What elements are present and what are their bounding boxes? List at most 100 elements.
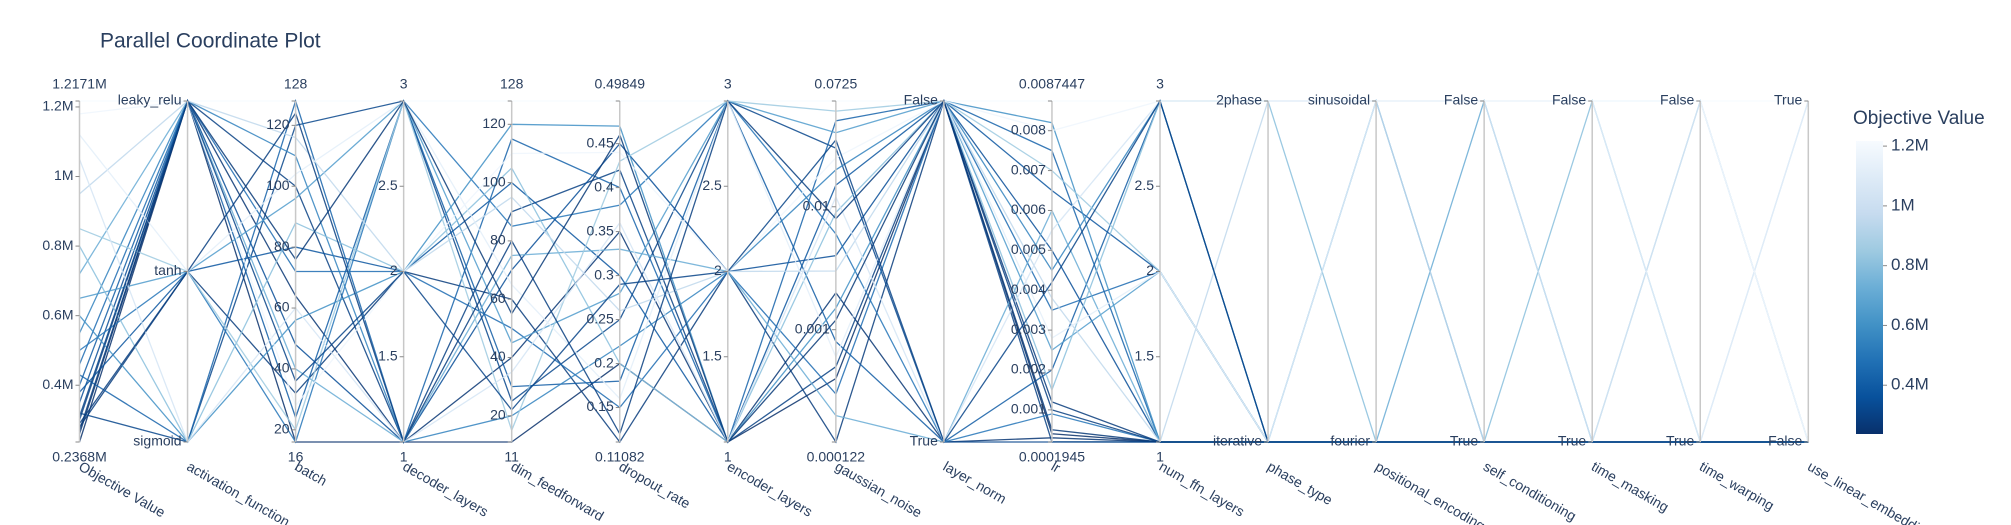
axis-label: encoder_layers [724, 458, 815, 520]
axis-label: dim_feedforward [508, 458, 606, 524]
range-label: 16 [288, 449, 304, 465]
tick-label: 0.45 [587, 134, 614, 150]
category-label: False [1660, 92, 1694, 108]
range-label: 3 [724, 76, 732, 92]
tick-label: 0.007 [1011, 161, 1046, 177]
range-label: 0.49849 [594, 76, 645, 92]
axis-label: layer_norm [941, 458, 1010, 507]
tick-label: 1.5 [378, 347, 398, 363]
category-label: True [1450, 433, 1478, 449]
colorbar-tick-label: 1.2M [1891, 136, 1929, 155]
category-label: False [904, 92, 938, 108]
category-label: False [1768, 433, 1802, 449]
range-label: 11 [504, 449, 519, 465]
tick-label: 60 [274, 299, 290, 315]
tick-label: 120 [266, 116, 290, 132]
range-label: 1 [724, 449, 732, 465]
tick-label: 0.2 [594, 354, 614, 370]
tick-label: 2.5 [378, 177, 398, 193]
tick-label: 2.5 [702, 177, 722, 193]
tick-label: 100 [266, 177, 290, 193]
axis-label: dropout_rate [616, 458, 693, 512]
range-label: 1.2171M [52, 76, 106, 92]
axis-label: positional_encoding [1373, 458, 1488, 525]
tick-label: 0.25 [587, 310, 614, 326]
range-label: 128 [500, 76, 524, 92]
category-label: False [1444, 92, 1478, 108]
tick-label: 0.15 [587, 398, 614, 414]
colorbar-title: Objective Value [1853, 108, 1985, 129]
range-label: 0.2368M [52, 449, 106, 465]
axis-label: gaussian_noise [832, 458, 924, 521]
tick-label: 40 [490, 348, 506, 364]
range-label: 0.0725 [814, 76, 857, 92]
axis-label: self_conditioning [1481, 458, 1579, 524]
range-label: 3 [1156, 76, 1164, 92]
range-label: 0.11082 [595, 449, 645, 465]
tick-label: 60 [490, 290, 506, 306]
colorbar-tick-label: 0.4M [1891, 375, 1929, 394]
category-label: True [1558, 433, 1586, 449]
tick-label: 0.8M [42, 237, 73, 253]
range-label: 1 [400, 449, 408, 465]
colorbar-tick-label: 0.8M [1891, 255, 1929, 274]
category-label: False [1552, 92, 1586, 108]
colorbar-tick-label: 0.6M [1891, 315, 1929, 334]
category-label: tanh [154, 262, 181, 278]
tick-label: 2 [714, 262, 722, 278]
tick-label: 100 [482, 173, 506, 189]
axis-label: decoder_layers [400, 458, 491, 520]
category-label: 2phase [1216, 92, 1262, 108]
tick-label: 2 [1146, 262, 1154, 278]
axis-label: time_masking [1589, 458, 1672, 515]
tick-label: 20 [490, 406, 506, 422]
tick-label: 0.001 [1011, 401, 1046, 417]
tick-label: 2 [390, 262, 398, 278]
tick-label: 0.001 [795, 320, 830, 336]
range-label: 0.000122 [807, 449, 866, 465]
range-label: 0.0087447 [1019, 76, 1085, 92]
tick-label: 2.5 [1135, 177, 1155, 193]
tick-label: 1.5 [1135, 347, 1155, 363]
tick-label: 0.4 [594, 178, 614, 194]
range-label: 3 [400, 76, 408, 92]
tick-label: 80 [274, 238, 290, 254]
tick-label: 20 [274, 421, 290, 437]
tick-label: 0.6M [42, 306, 73, 322]
tick-label: 0.002 [1011, 361, 1046, 377]
category-label: iterative [1213, 433, 1262, 449]
tick-label: 0.35 [587, 222, 614, 238]
tick-label: 1.2M [42, 98, 73, 114]
tick-label: 1.5 [702, 347, 722, 363]
tick-label: 0.3 [594, 266, 614, 282]
category-label: leaky_relu [118, 92, 182, 108]
tick-label: 0.003 [1011, 321, 1046, 337]
axis-label: time_warping [1697, 458, 1777, 513]
colorbar [1856, 141, 1883, 434]
category-label: sinusoidal [1308, 92, 1370, 108]
category-label: fourier [1330, 433, 1370, 449]
category-label: True [1666, 433, 1694, 449]
tick-label: 0.006 [1011, 201, 1046, 217]
colorbar-tick-label: 1M [1891, 195, 1915, 214]
range-label: 0.0001945 [1019, 449, 1085, 465]
tick-label: 0.004 [1011, 281, 1046, 297]
tick-label: 0.008 [1011, 121, 1046, 137]
range-label: 1 [1156, 449, 1164, 465]
tick-label: 0.4M [42, 376, 73, 392]
axis-label: use_linear_embedding [1805, 458, 1936, 525]
axis-label: Objective Value [76, 458, 168, 520]
tick-label: 80 [490, 232, 506, 248]
category-label: True [1774, 92, 1802, 108]
category-label: sigmoid [133, 433, 181, 449]
tick-label: 40 [274, 360, 290, 376]
axis-label: phase_type [1265, 458, 1336, 508]
axis-label: activation_function [184, 458, 292, 525]
range-label: 128 [284, 76, 308, 92]
chart-title: Parallel Coordinate Plot [100, 30, 321, 53]
tick-label: 1M [54, 167, 73, 183]
tick-label: 0.01 [803, 197, 830, 213]
tick-label: 120 [482, 115, 506, 131]
tick-label: 0.005 [1011, 241, 1046, 257]
